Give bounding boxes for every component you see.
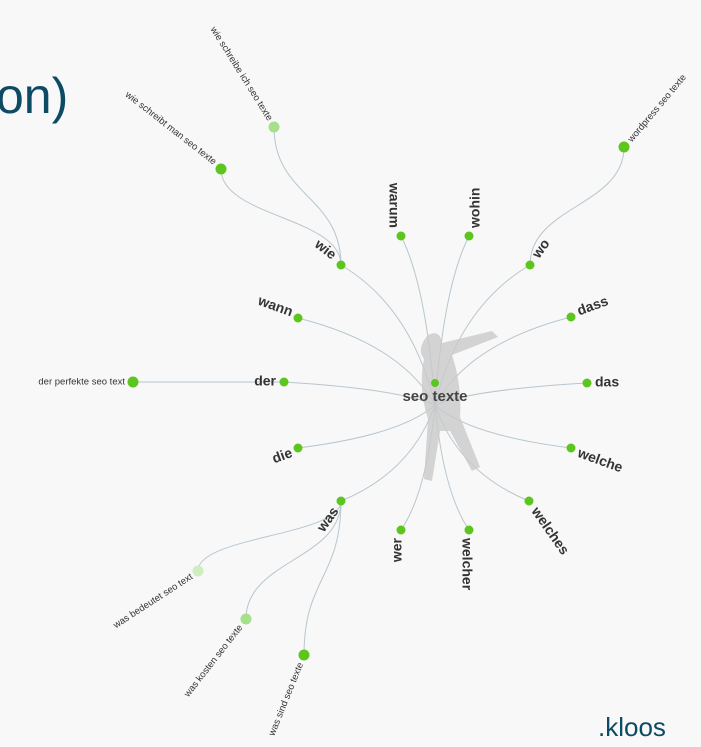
branch-label: wo <box>528 236 553 262</box>
branch-label: das <box>595 374 619 390</box>
branch-dot <box>337 497 346 506</box>
leaf-label: der perfekte seo text <box>38 377 125 388</box>
leaf-dot <box>269 122 280 133</box>
branch-dot <box>397 526 406 535</box>
leaf-label: was sind seo texte <box>266 661 306 739</box>
branch-label: wohin <box>467 188 483 229</box>
branch-label: welche <box>575 444 625 475</box>
leaf-label: was kosten seo texte <box>181 623 245 700</box>
leaf-dot <box>299 650 310 661</box>
links <box>133 127 624 655</box>
branch-label: welcher <box>459 537 475 591</box>
title-fragment: on) <box>0 68 68 124</box>
branch-dot <box>397 232 406 241</box>
branch-dot <box>567 444 576 453</box>
branch-label: dass <box>575 292 611 318</box>
branch-dot <box>465 232 474 241</box>
branch-label: wie <box>311 235 340 262</box>
branch-label: wann <box>255 292 295 320</box>
link <box>198 501 341 571</box>
center-dot <box>431 379 439 387</box>
leaf-dot <box>216 164 227 175</box>
link <box>341 405 435 501</box>
silhouette <box>421 331 498 481</box>
branch-dot <box>526 261 535 270</box>
branch-label: die <box>270 444 295 466</box>
branch-dot <box>583 379 592 388</box>
leaf-dot <box>619 142 630 153</box>
branch-label: wer <box>389 537 405 563</box>
wheel-diagram: on) seo texte .kloos wie wie schreibe ich… <box>0 0 701 747</box>
branch-dot <box>337 261 346 270</box>
branch-dot <box>280 378 289 387</box>
logo: .kloos <box>598 712 666 742</box>
branch-label: der <box>254 373 276 389</box>
branch-label: warum <box>386 182 402 228</box>
leaf-label: wie schreibe ich seo texte <box>207 24 275 123</box>
branch-dot <box>525 497 534 506</box>
leaf-dot <box>241 614 252 625</box>
leaf-label: wie schreibt man seo texte <box>122 89 218 168</box>
leaf-label: was bedeutet seo text <box>111 571 196 631</box>
leaf-label: wordpress seo texte <box>625 72 689 145</box>
link <box>298 405 435 448</box>
branch-dot <box>465 526 474 535</box>
leaf-dot <box>128 377 139 388</box>
branch-dot <box>294 314 303 323</box>
branch-label: welches <box>528 503 573 558</box>
center-label: seo texte <box>402 388 467 405</box>
leaf-dot <box>193 566 204 577</box>
branch-dot <box>294 444 303 453</box>
branch-dot <box>567 313 576 322</box>
